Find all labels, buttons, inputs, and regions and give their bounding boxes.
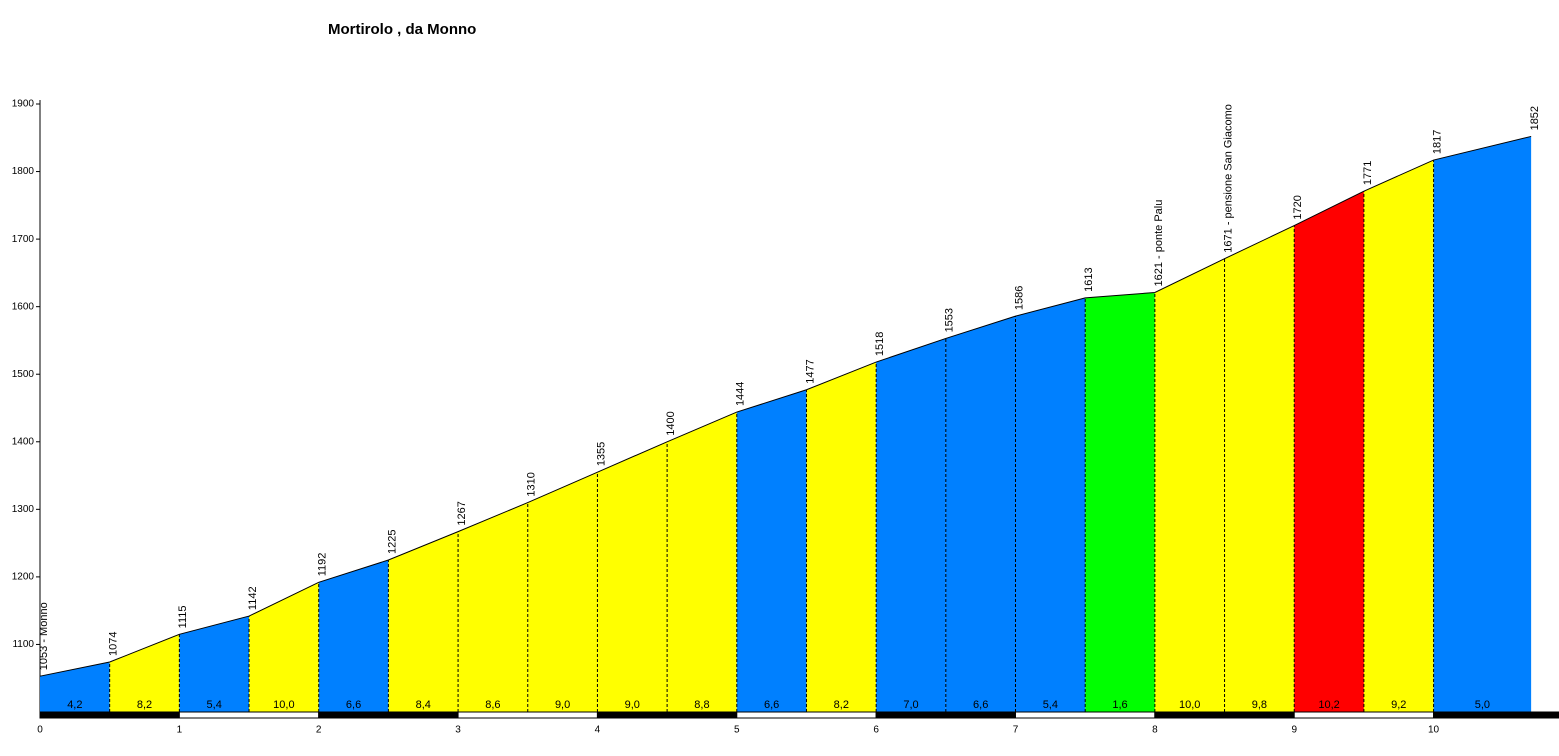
gradient-label: 8,8 [694, 699, 709, 711]
gradient-label: 9,8 [1252, 699, 1267, 711]
y-tick-label: 1100 [12, 639, 34, 650]
elevation-label: 1852 [1529, 106, 1541, 130]
gradient-segment [806, 362, 877, 712]
elevation-label: 1613 [1083, 267, 1095, 291]
elevation-label: 1074 [108, 632, 120, 656]
gradient-label: 7,0 [903, 699, 918, 711]
x-tick-label: 8 [1152, 725, 1158, 736]
gradient-label: 5,4 [207, 699, 222, 711]
gradient-label: 5,4 [1043, 699, 1058, 711]
y-tick-label: 1200 [12, 572, 35, 583]
x-axis-band [318, 711, 459, 719]
elevation-label: 1671 - pensione San Giacomo [1222, 104, 1234, 253]
x-tick-label: 1 [177, 725, 183, 736]
gradient-segment [876, 338, 946, 712]
y-tick-label: 1700 [12, 234, 35, 245]
x-tick-label: 2 [316, 725, 322, 736]
gradient-segment [40, 662, 110, 712]
x-tick-label: 9 [1291, 725, 1297, 736]
y-tick-label: 1600 [12, 301, 35, 312]
x-tick-label: 7 [1013, 725, 1019, 736]
x-axis-band [1154, 711, 1295, 719]
x-axis-band [178, 711, 320, 719]
gradient-label: 8,2 [137, 699, 152, 711]
x-axis-band [457, 711, 598, 719]
gradient-label: 10,0 [1179, 699, 1200, 711]
gradient-label: 1,6 [1112, 699, 1127, 711]
gradient-segment [388, 531, 459, 712]
y-tick-label: 1400 [12, 436, 35, 447]
gradient-label: 10,2 [1318, 699, 1339, 711]
x-axis-band [39, 711, 180, 719]
x-tick-label: 6 [873, 725, 879, 736]
gradient-segment [318, 560, 389, 712]
gradient-label: 6,6 [346, 699, 361, 711]
elevation-label: 1477 [804, 359, 816, 383]
gradient-segment [1363, 160, 1434, 712]
x-tick-label: 4 [595, 725, 601, 736]
x-axis-band [1433, 711, 1559, 719]
gradient-label: 9,0 [555, 699, 570, 711]
elevation-label: 1621 - ponte Palu [1153, 200, 1165, 287]
gradient-segment [945, 316, 1016, 712]
elevation-label: 1720 [1292, 195, 1304, 219]
gradient-segment [1015, 297, 1086, 712]
elevation-label: 1310 [526, 472, 538, 496]
gradient-segment [179, 616, 250, 712]
gradient-label: 10,0 [273, 699, 294, 711]
x-tick-label: 0 [37, 725, 43, 736]
gradient-segment [1224, 225, 1295, 712]
gradient-label: 6,6 [973, 699, 988, 711]
elevation-label: 1142 [247, 586, 259, 610]
elevation-label: 1192 [317, 553, 329, 577]
gradient-segment [249, 582, 319, 712]
elevation-label: 1355 [595, 442, 607, 466]
gradient-label: 9,0 [625, 699, 640, 711]
x-tick-label: 3 [455, 725, 461, 736]
gradient-label: 8,6 [485, 699, 500, 711]
x-axis-band [596, 711, 738, 719]
elevation-label: 1586 [1013, 286, 1025, 310]
y-tick-label: 1500 [12, 369, 35, 380]
elevation-label: 1267 [456, 501, 468, 525]
gradient-segment [736, 389, 807, 712]
elevation-label: 1817 [1431, 130, 1443, 154]
gradient-label: 8,2 [834, 699, 849, 711]
y-tick-label: 1800 [12, 166, 35, 177]
elevation-label: 1444 [735, 382, 747, 406]
gradient-segment [667, 412, 737, 712]
elevation-label: 1400 [665, 411, 677, 435]
y-tick-label: 1300 [12, 504, 35, 515]
gradient-label: 9,2 [1391, 699, 1406, 711]
gradient-label: 6,6 [764, 699, 779, 711]
elevation-label: 1518 [874, 332, 886, 356]
gradient-segment [1294, 191, 1364, 712]
gradient-segment [597, 441, 668, 712]
x-axis-band [875, 711, 1017, 719]
elevation-label: 1053 - Monno [38, 602, 50, 670]
gradient-label: 5,0 [1475, 699, 1490, 711]
chart-title: Mortirolo , da Monno [328, 21, 476, 38]
elevation-label: 1115 [177, 605, 189, 628]
profile-line [39, 135, 1532, 677]
gradient-segment [1085, 292, 1155, 712]
gradient-segment [109, 634, 180, 712]
elevation-label: 1553 [944, 308, 956, 332]
x-axis-band [1015, 711, 1156, 719]
gradient-segment [1433, 136, 1532, 713]
gradient-segment [458, 502, 528, 712]
y-tick-label: 1900 [12, 99, 35, 110]
x-axis-band [736, 711, 877, 719]
gradient-label: 8,4 [416, 699, 431, 711]
x-tick-label: 10 [1428, 725, 1440, 736]
gradient-label: 4,2 [67, 699, 82, 711]
gradient-segment [527, 472, 598, 712]
elevation-label: 1225 [386, 530, 398, 554]
x-axis-band [1293, 711, 1435, 719]
elevation-label: 1771 [1362, 161, 1374, 185]
x-tick-label: 5 [734, 725, 740, 736]
gradient-segment [1154, 258, 1225, 712]
